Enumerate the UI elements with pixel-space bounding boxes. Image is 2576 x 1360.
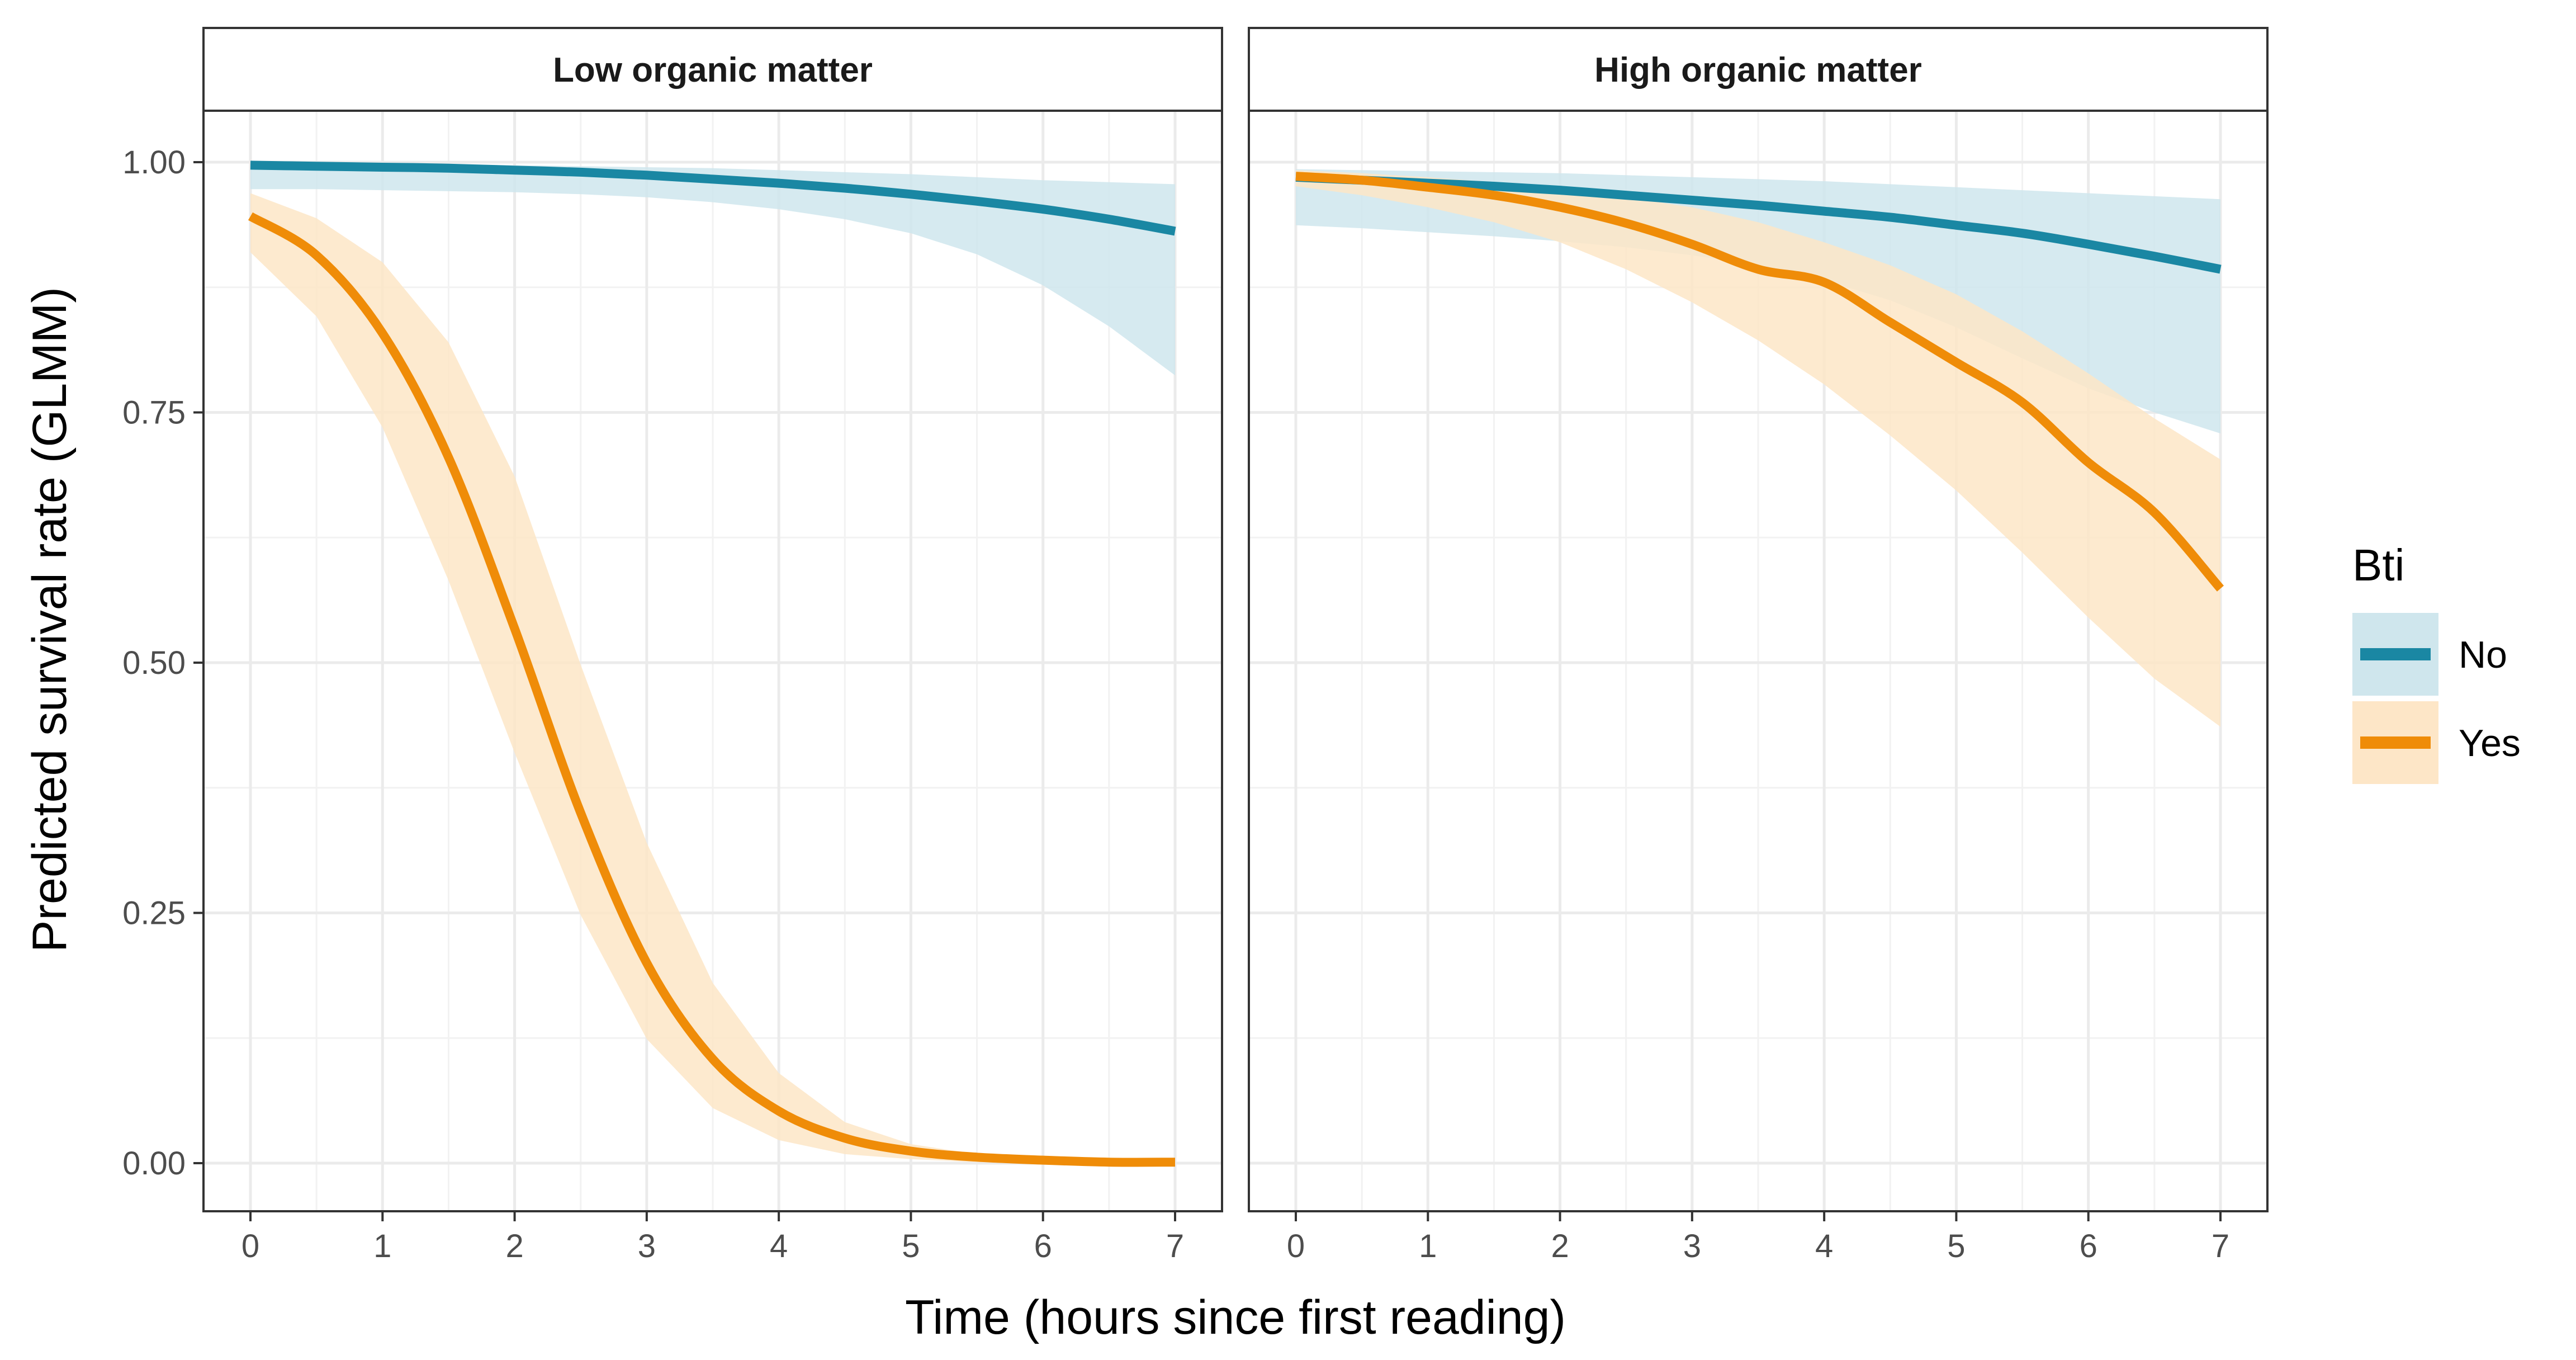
y-tick-label: 0.25 <box>122 895 186 932</box>
x-tick-label: 5 <box>1947 1228 1965 1264</box>
x-tick-label: 2 <box>1551 1228 1569 1264</box>
x-tick-label: 2 <box>505 1228 523 1264</box>
x-tick-label: 0 <box>242 1228 259 1264</box>
x-tick-label: 7 <box>2212 1228 2229 1264</box>
x-axis-ticks: 0 1 2 3 4 5 6 7 <box>242 1211 1184 1264</box>
series-lines <box>1295 172 2224 592</box>
legend-item-yes: Yes <box>2352 701 2521 784</box>
x-tick-label: 6 <box>2080 1228 2097 1264</box>
x-axis-title: Time (hours since first reading) <box>905 1291 1566 1344</box>
y-tick-label: 0.00 <box>122 1145 186 1182</box>
confidence-bands <box>1296 169 2220 727</box>
x-tick-label: 1 <box>373 1228 391 1264</box>
y-axis-title: Predicted survival rate (GLMM) <box>23 287 77 952</box>
confidence-band-no <box>1296 169 2220 434</box>
panel-title: Low organic matter <box>553 51 873 89</box>
x-tick-label: 3 <box>1683 1228 1701 1264</box>
series-line-yes <box>248 212 1176 1167</box>
y-tick-label: 0.50 <box>122 645 186 681</box>
legend-label-yes: Yes <box>2459 722 2521 764</box>
panel-low-organic-matter: Low organic matter 0 1 2 3 4 5 6 7 <box>202 27 1223 1264</box>
x-tick-label: 3 <box>638 1228 656 1264</box>
panel-high-organic-matter: High organic matter 0 1 2 3 4 5 6 7 <box>1248 27 2269 1264</box>
plot-area-border <box>1248 110 2269 1212</box>
x-tick-label: 4 <box>770 1228 788 1264</box>
grid-lines <box>203 111 1222 1211</box>
panel-strip <box>202 27 1223 112</box>
x-axis-ticks: 0 1 2 3 4 5 6 7 <box>1287 1211 2229 1264</box>
y-tick-label: 1.00 <box>122 144 186 181</box>
confidence-band-yes <box>1296 170 2220 727</box>
legend-label-no: No <box>2459 634 2507 676</box>
x-tick-label: 1 <box>1419 1228 1437 1264</box>
confidence-bands <box>250 163 1175 1163</box>
x-tick-label: 4 <box>1815 1228 1833 1264</box>
series-line-no <box>1295 172 2222 274</box>
x-tick-label: 6 <box>1034 1228 1052 1264</box>
x-tick-label: 0 <box>1287 1228 1305 1264</box>
confidence-band-yes <box>250 193 1175 1163</box>
series-lines <box>248 160 1176 1167</box>
x-tick-label: 5 <box>902 1228 920 1264</box>
confidence-band-no <box>250 163 1175 376</box>
legend-item-no: No <box>2352 613 2507 696</box>
legend: Bti No Yes <box>2352 540 2521 784</box>
series-line-no <box>250 160 1176 236</box>
plot-area-border <box>202 110 1223 1212</box>
panel-title: High organic matter <box>1594 51 1922 89</box>
y-axis: 0.00 0.25 0.50 0.75 1.00 <box>122 144 203 1182</box>
series-line-yes <box>1295 172 2224 592</box>
y-tick-label: 0.75 <box>122 395 186 431</box>
x-tick-label: 7 <box>1166 1228 1184 1264</box>
legend-title: Bti <box>2352 540 2404 590</box>
